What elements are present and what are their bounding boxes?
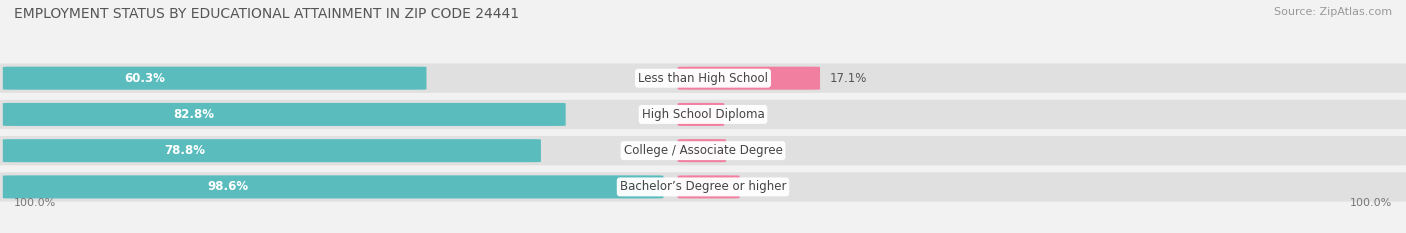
Text: Less than High School: Less than High School	[638, 72, 768, 85]
Text: 60.3%: 60.3%	[124, 72, 165, 85]
Text: 17.1%: 17.1%	[830, 72, 868, 85]
Text: EMPLOYMENT STATUS BY EDUCATIONAL ATTAINMENT IN ZIP CODE 24441: EMPLOYMENT STATUS BY EDUCATIONAL ATTAINM…	[14, 7, 519, 21]
Text: Source: ZipAtlas.com: Source: ZipAtlas.com	[1274, 7, 1392, 17]
Text: College / Associate Degree: College / Associate Degree	[624, 144, 782, 157]
Text: 82.8%: 82.8%	[173, 108, 214, 121]
Text: 100.0%: 100.0%	[1350, 198, 1392, 208]
FancyBboxPatch shape	[0, 100, 1406, 129]
FancyBboxPatch shape	[3, 139, 541, 162]
FancyBboxPatch shape	[678, 139, 725, 162]
FancyBboxPatch shape	[3, 67, 426, 90]
Text: 100.0%: 100.0%	[14, 198, 56, 208]
FancyBboxPatch shape	[0, 64, 1406, 93]
FancyBboxPatch shape	[678, 175, 740, 199]
FancyBboxPatch shape	[3, 103, 565, 126]
Text: Bachelor’s Degree or higher: Bachelor’s Degree or higher	[620, 180, 786, 193]
Text: 98.6%: 98.6%	[207, 180, 247, 193]
Text: 78.8%: 78.8%	[165, 144, 205, 157]
FancyBboxPatch shape	[0, 136, 1406, 165]
FancyBboxPatch shape	[678, 103, 724, 126]
Text: 1.6%: 1.6%	[734, 108, 763, 121]
FancyBboxPatch shape	[0, 172, 1406, 202]
Text: High School Diploma: High School Diploma	[641, 108, 765, 121]
Text: 1.9%: 1.9%	[735, 144, 766, 157]
FancyBboxPatch shape	[678, 67, 820, 90]
Text: 4.1%: 4.1%	[749, 180, 779, 193]
FancyBboxPatch shape	[3, 175, 664, 199]
